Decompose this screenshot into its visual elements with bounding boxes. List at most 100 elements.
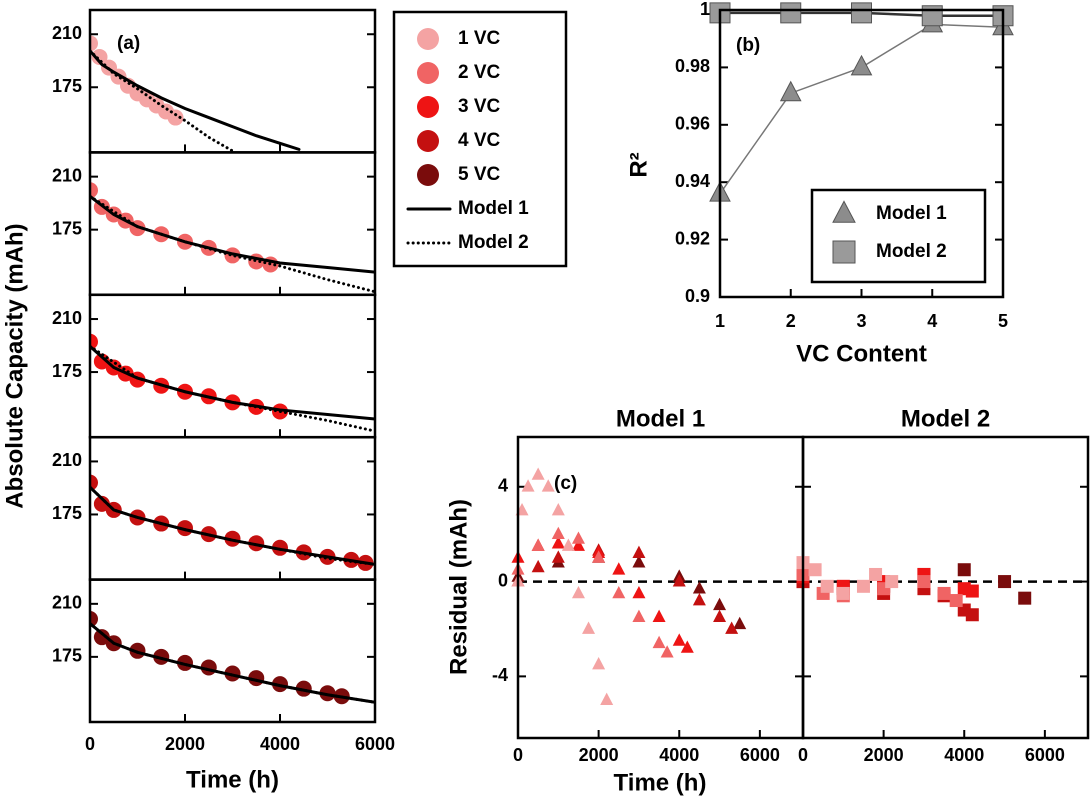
y-tick-label: 210 bbox=[52, 165, 82, 185]
data-point bbox=[885, 575, 899, 589]
model-2-line bbox=[90, 622, 375, 704]
model-1-line bbox=[90, 49, 301, 151]
x-tick-label: 0 bbox=[513, 745, 523, 765]
data-point bbox=[832, 240, 856, 264]
data-point bbox=[680, 640, 694, 653]
model-2-line bbox=[90, 485, 375, 566]
y-tick-label: 1 bbox=[700, 0, 710, 19]
x-tick-label: 6000 bbox=[355, 734, 395, 754]
legend-label: Model 2 bbox=[876, 241, 947, 262]
panel-data bbox=[90, 610, 375, 705]
y-tick-label: 175 bbox=[52, 361, 82, 381]
data-point bbox=[93, 629, 110, 646]
data-point bbox=[93, 495, 110, 512]
data-point bbox=[850, 54, 873, 76]
legend-marker bbox=[417, 130, 439, 152]
data-point bbox=[167, 109, 184, 126]
data-point bbox=[998, 575, 1012, 589]
data-point bbox=[582, 621, 596, 634]
data-point bbox=[672, 633, 686, 646]
x-axis-label: Time (h) bbox=[614, 769, 707, 796]
data-point bbox=[851, 2, 872, 24]
y-tick-label: 0.94 bbox=[675, 171, 710, 191]
x-tick-label: 6000 bbox=[1025, 745, 1065, 765]
x-tick-label: 2000 bbox=[864, 745, 904, 765]
data-point bbox=[551, 550, 565, 563]
legend-label: Model 1 bbox=[458, 198, 529, 219]
x-tick-label: 2000 bbox=[579, 745, 619, 765]
data-point bbox=[937, 586, 951, 600]
data-point bbox=[541, 479, 555, 492]
data-point bbox=[90, 182, 98, 199]
y-tick-label: 175 bbox=[52, 76, 82, 96]
y-tick-label: 175 bbox=[52, 218, 82, 238]
x-tick-label: 6000 bbox=[740, 745, 780, 765]
x-tick-label: 4000 bbox=[944, 745, 984, 765]
x-tick-label: 4000 bbox=[260, 734, 300, 754]
data-point bbox=[531, 559, 545, 573]
data-point bbox=[632, 585, 646, 599]
y-tick-label: 210 bbox=[52, 450, 82, 470]
data-point bbox=[965, 584, 979, 598]
data-point bbox=[90, 333, 98, 350]
data-point bbox=[571, 585, 585, 599]
data-point bbox=[632, 555, 646, 568]
y-tick-label: 175 bbox=[52, 503, 82, 523]
data-point bbox=[90, 35, 98, 52]
y-tick-label: 175 bbox=[52, 646, 82, 666]
data-point bbox=[917, 575, 931, 589]
data-point bbox=[592, 550, 606, 563]
data-point bbox=[820, 579, 834, 593]
model-2-line bbox=[90, 344, 375, 433]
data-point bbox=[713, 597, 727, 611]
x-tick-label: 4 bbox=[927, 311, 937, 331]
legend-label: Model 1 bbox=[876, 203, 947, 224]
data-point bbox=[652, 635, 666, 649]
legend-box bbox=[810, 188, 987, 284]
panel-data bbox=[90, 182, 375, 294]
legend-label: 4 VC bbox=[458, 130, 501, 151]
x-axis-label: VC Content bbox=[796, 340, 927, 367]
x-tick-label: 2000 bbox=[165, 734, 205, 754]
x-tick-label: 0 bbox=[85, 734, 95, 754]
y-axis-label: R² bbox=[625, 152, 652, 177]
data-point bbox=[780, 2, 802, 24]
x-tick-label: 2 bbox=[786, 311, 796, 331]
data-point bbox=[779, 80, 802, 102]
y-tick-label: 210 bbox=[52, 23, 82, 43]
data-point bbox=[692, 593, 706, 606]
data-point bbox=[725, 621, 739, 634]
panel-title: Model 2 bbox=[901, 405, 990, 432]
data-point bbox=[869, 567, 883, 581]
x-tick-label: 0 bbox=[798, 745, 808, 765]
data-point bbox=[91, 48, 108, 65]
legend-marker bbox=[417, 28, 439, 50]
y-tick-label: 0.9 bbox=[685, 286, 710, 306]
data-point bbox=[561, 538, 575, 551]
x-tick-label: 3 bbox=[856, 311, 866, 331]
plot-frame bbox=[801, 435, 1090, 740]
data-point bbox=[531, 538, 545, 551]
data-point bbox=[600, 692, 614, 705]
data-point bbox=[832, 200, 856, 223]
y-tick-label: 0.98 bbox=[675, 56, 710, 76]
data-point bbox=[856, 579, 870, 593]
y-axis-label: Absolute Capacity (mAh) bbox=[1, 223, 28, 508]
panel-title: Model 1 bbox=[616, 405, 705, 432]
data-point bbox=[551, 526, 565, 540]
panel-data bbox=[90, 474, 375, 571]
x-tick-label: 5 bbox=[998, 311, 1008, 331]
panel-data bbox=[90, 35, 301, 153]
y-tick-label: 0.92 bbox=[675, 228, 710, 248]
x-axis-label: Time (h) bbox=[186, 766, 279, 793]
y-axis-label: Residual (mAh) bbox=[445, 499, 472, 675]
panel-data bbox=[90, 333, 375, 433]
data-point bbox=[90, 610, 98, 627]
data-point bbox=[808, 563, 822, 577]
legend-label: 3 VC bbox=[458, 96, 501, 117]
legend-marker bbox=[417, 164, 439, 186]
panel-label: (c) bbox=[554, 473, 577, 494]
data-point bbox=[660, 645, 674, 658]
data-point bbox=[1018, 591, 1032, 605]
y-tick-label: 210 bbox=[52, 593, 82, 613]
